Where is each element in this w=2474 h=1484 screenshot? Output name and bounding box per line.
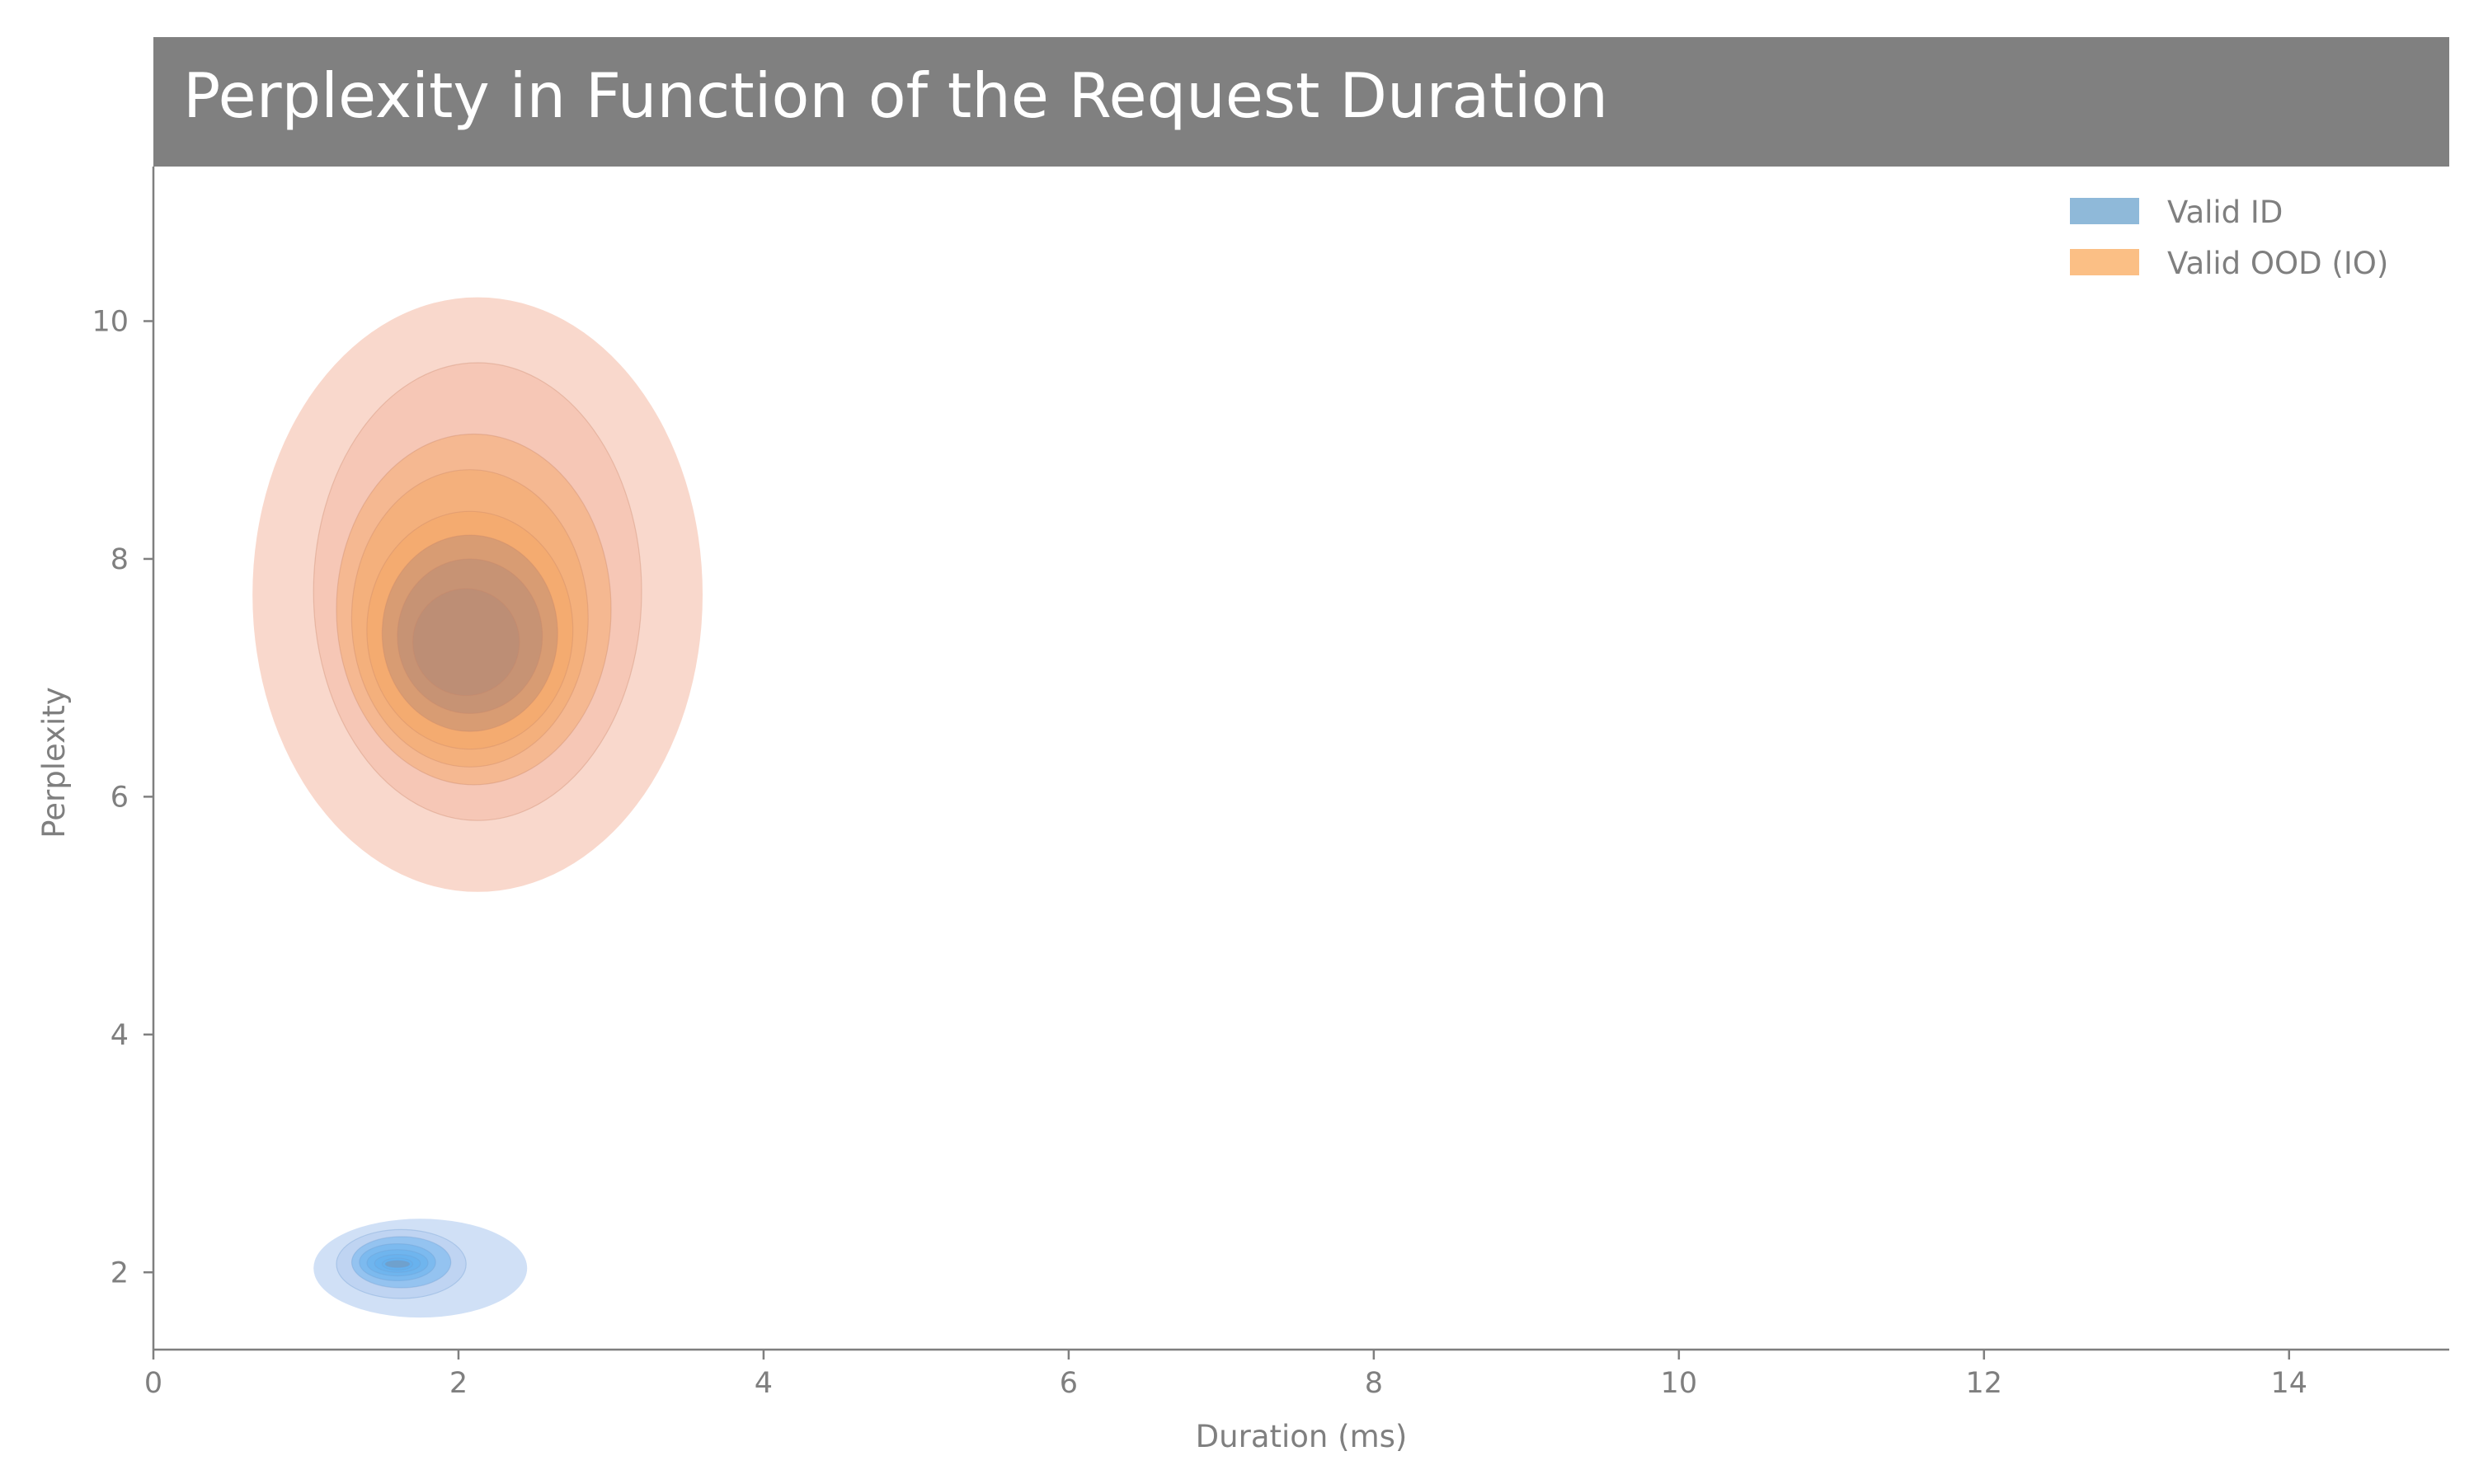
contour-level-valid-id	[384, 1260, 411, 1269]
x-tick-label: 14	[2270, 1367, 2307, 1400]
y-axis-title: Perplexity	[36, 687, 72, 838]
contour-level-valid-id	[313, 1219, 528, 1318]
series-valid-ood	[252, 297, 703, 892]
contour-level-valid-id	[359, 1242, 436, 1281]
contour-level-valid-ood	[412, 588, 520, 697]
x-tick-label: 6	[1060, 1367, 1078, 1400]
x-tick-label: 2	[449, 1367, 468, 1400]
plot-area	[252, 297, 703, 1318]
legend-swatch-valid-ood	[2070, 249, 2139, 275]
y-tick-label: 4	[111, 1019, 129, 1052]
legend: Valid ID Valid OOD (IO)	[2070, 195, 2388, 281]
y-tick-label: 2	[111, 1256, 129, 1289]
axes: 0 2 4 6 8 10 12 14 2 4 6 8 10	[92, 167, 2449, 1400]
x-tick-label: 10	[1661, 1367, 1698, 1400]
legend-swatch-valid-id	[2070, 198, 2139, 224]
x-tick-label: 8	[1365, 1367, 1383, 1400]
y-tick-label: 10	[92, 305, 129, 338]
contour-level-valid-id	[381, 1257, 414, 1270]
contour-level-valid-id	[350, 1236, 452, 1289]
x-tick-label: 4	[755, 1367, 773, 1400]
legend-label-valid-ood: Valid OOD (IO)	[2167, 246, 2388, 281]
legend-label-valid-id: Valid ID	[2167, 195, 2283, 230]
series-valid-id	[313, 1219, 528, 1318]
y-tick-label: 6	[111, 781, 129, 814]
contour-level-valid-ood	[252, 297, 703, 892]
contour-level-valid-id	[366, 1249, 429, 1277]
x-tick-label: 12	[1966, 1367, 2003, 1400]
contour-level-valid-ood	[313, 362, 642, 821]
title-bar	[153, 37, 2449, 167]
contour-level-valid-ood	[336, 433, 612, 786]
contour-level-valid-id	[336, 1228, 467, 1299]
contour-level-valid-ood	[397, 558, 543, 714]
contour-level-valid-ood	[350, 469, 589, 768]
x-axis-title: Duration (ms)	[1196, 1419, 1408, 1454]
x-tick-label: 0	[144, 1367, 162, 1400]
contour-level-valid-id	[374, 1253, 421, 1273]
chart-title: Perplexity in Function of the Request Du…	[183, 59, 1608, 132]
contour-level-valid-ood	[381, 534, 558, 732]
contour-level-valid-ood	[366, 510, 574, 750]
y-tick-label: 8	[111, 543, 129, 576]
